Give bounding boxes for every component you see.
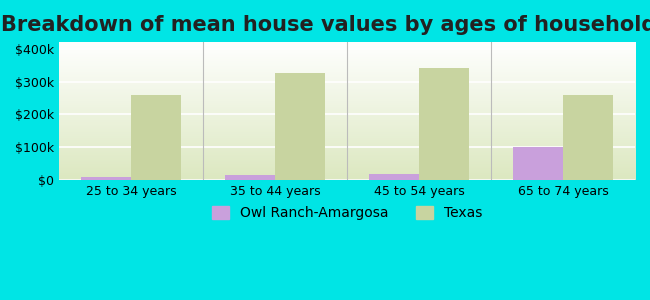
Title: Breakdown of mean house values by ages of householders: Breakdown of mean house values by ages o… [1, 15, 650, 35]
Bar [225, 175, 275, 180]
Bar [419, 68, 469, 180]
Bar [563, 95, 614, 180]
Bar [369, 174, 419, 180]
Bar [275, 73, 326, 180]
Legend: Owl Ranch-Amargosa, Texas: Owl Ranch-Amargosa, Texas [206, 201, 488, 226]
Bar [81, 177, 131, 180]
Bar [513, 147, 563, 180]
Bar [131, 95, 181, 180]
